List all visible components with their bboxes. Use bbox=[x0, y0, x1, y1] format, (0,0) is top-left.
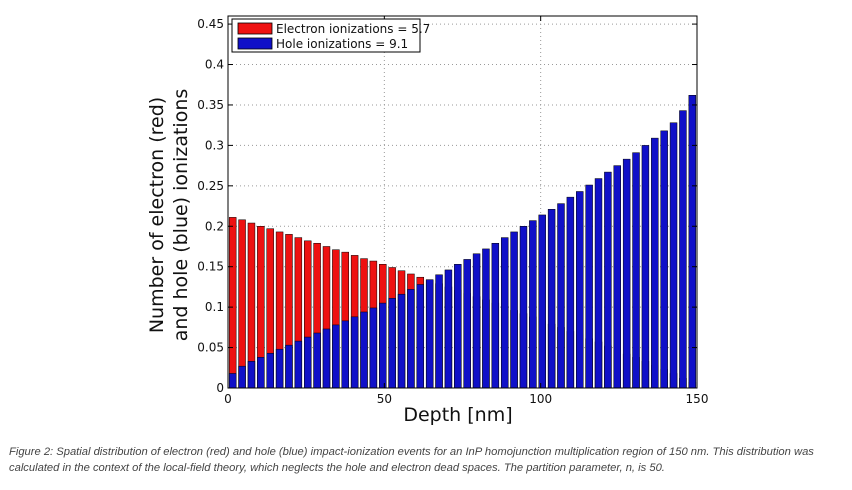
hole-bar bbox=[425, 279, 434, 389]
hole-bar bbox=[491, 242, 500, 389]
x-tick-label: 0 bbox=[224, 392, 232, 406]
hole-bar bbox=[257, 357, 265, 389]
hole-bar bbox=[472, 253, 481, 389]
legend-label-electron: Electron ionizations = 5.7 bbox=[276, 22, 430, 36]
hole-bar bbox=[266, 352, 274, 389]
hole-bar bbox=[688, 95, 697, 389]
legend: Electron ionizations = 5.7 Hole ionizati… bbox=[231, 18, 430, 53]
hole-bar bbox=[247, 361, 256, 389]
hole-bar bbox=[641, 145, 650, 389]
x-tick-label: 100 bbox=[529, 392, 552, 406]
hole-bar bbox=[454, 264, 462, 389]
hole-bar bbox=[576, 191, 584, 389]
hole-bar bbox=[228, 373, 237, 389]
y-tick-label: 0.3 bbox=[205, 138, 224, 152]
hole-bar bbox=[547, 209, 556, 389]
hole-bar bbox=[482, 248, 490, 389]
hole-bar bbox=[500, 237, 509, 389]
hole-bar bbox=[275, 348, 284, 389]
legend-swatch-hole bbox=[237, 37, 273, 50]
y-tick-label: 0.4 bbox=[205, 58, 224, 72]
hole-bar bbox=[557, 203, 565, 389]
chart-container: 0 50 100 150 0 0.05 0.1 0.15 0.2 0.25 0.3 0.35 0.4 0.… bbox=[146, 15, 708, 426]
y-tick-label: 0.05 bbox=[197, 341, 224, 355]
hole-bar bbox=[529, 220, 537, 389]
x-axis-title: Depth [nm] bbox=[403, 404, 512, 426]
tick-layer: 0 50 100 150 0 0.05 0.1 0.15 0.2 0.25 0.3 0.35 0.4 0.… bbox=[197, 16, 708, 406]
y-tick-label: 0.45 bbox=[197, 17, 224, 31]
hole-bar bbox=[379, 302, 387, 389]
hole-bar bbox=[360, 311, 368, 389]
y-tick-label: 0 bbox=[216, 381, 224, 395]
y-tick-label: 0.1 bbox=[205, 300, 224, 314]
y-tick-label: 0.2 bbox=[205, 219, 224, 233]
hole-bar bbox=[463, 259, 471, 389]
y-tick-label: 0.35 bbox=[197, 98, 224, 112]
hole-bar bbox=[322, 328, 331, 389]
hole-bar bbox=[304, 336, 312, 389]
x-tick-label: 50 bbox=[377, 392, 392, 406]
hole-bar bbox=[313, 332, 321, 389]
hole-bar bbox=[416, 284, 425, 389]
hole-bar bbox=[341, 320, 349, 389]
hole-bar bbox=[435, 274, 443, 389]
hole-bar bbox=[350, 316, 359, 389]
hole-bar bbox=[679, 110, 687, 389]
legend-label-hole: Hole ionizations = 9.1 bbox=[276, 37, 408, 51]
hole-bar bbox=[510, 231, 518, 389]
hole-bar bbox=[294, 340, 303, 389]
hole-bar bbox=[407, 289, 415, 389]
hole-bar bbox=[622, 158, 631, 389]
ionization-bar-chart: 0 50 100 150 0 0.05 0.1 0.15 0.2 0.25 0.3 0.35 0.4 0.… bbox=[146, 15, 708, 426]
hole-bar bbox=[397, 293, 406, 389]
hole-bar bbox=[369, 307, 378, 389]
x-tick-label: 150 bbox=[686, 392, 709, 406]
hole-bar bbox=[285, 344, 293, 389]
hole-bar bbox=[613, 165, 621, 389]
hole-bar bbox=[604, 171, 612, 389]
hole-bar bbox=[332, 324, 340, 389]
plot-frame bbox=[227, 15, 698, 389]
hole-bar bbox=[594, 178, 603, 389]
electron-bar bbox=[228, 217, 237, 389]
bar-layer bbox=[228, 95, 697, 389]
y-tick-label: 0.15 bbox=[197, 260, 224, 274]
y-axis-title-line-1: Number of electron (red) bbox=[146, 97, 168, 333]
y-tick-label: 0.25 bbox=[197, 179, 224, 193]
hole-bar bbox=[444, 269, 453, 389]
hole-bar bbox=[538, 214, 546, 389]
hole-bar bbox=[585, 184, 593, 389]
legend-swatch-electron bbox=[237, 22, 273, 35]
hole-bar bbox=[660, 130, 668, 389]
electron-bar bbox=[238, 219, 246, 389]
hole-bar bbox=[651, 137, 659, 389]
hole-bar bbox=[388, 297, 396, 389]
y-axis-title-line-2: and hole (blue) ionizations bbox=[170, 89, 192, 342]
figure-caption: Figure 2: Spatial distribution of electr… bbox=[9, 446, 814, 474]
hole-bar bbox=[669, 122, 678, 389]
hole-bar bbox=[632, 152, 640, 389]
hole-bar bbox=[566, 196, 575, 389]
hole-bar bbox=[519, 226, 528, 389]
hole-bar bbox=[238, 365, 246, 389]
